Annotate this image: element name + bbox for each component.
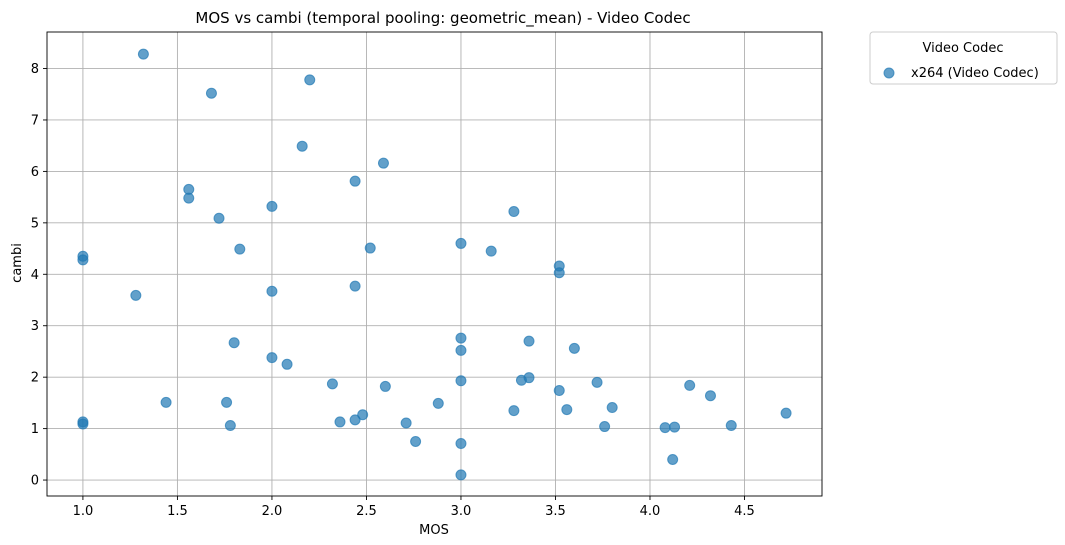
scatter-point bbox=[266, 200, 278, 212]
x-tick-label: 4.0 bbox=[640, 504, 661, 519]
scatter-point bbox=[377, 157, 389, 169]
legend-marker bbox=[883, 67, 895, 79]
scatter-point bbox=[130, 289, 142, 301]
scatter-point bbox=[266, 285, 278, 297]
y-tick-label: 1 bbox=[31, 422, 39, 437]
scatter-point bbox=[349, 175, 361, 187]
y-axis-ticks: 0 1 2 3 4 5 6 7 8 bbox=[31, 62, 47, 489]
scatter-point bbox=[508, 405, 520, 417]
scatter-point bbox=[349, 414, 361, 426]
scatter-point bbox=[221, 396, 233, 408]
scatter-point bbox=[334, 416, 346, 428]
scatter-point bbox=[349, 280, 361, 292]
scatter-point bbox=[400, 417, 412, 429]
scatter-point bbox=[364, 242, 376, 254]
scatter-point bbox=[704, 390, 716, 402]
scatter-point bbox=[568, 342, 580, 354]
scatter-point bbox=[266, 352, 278, 364]
scatter-point bbox=[205, 87, 217, 99]
x-tick-label: 3.5 bbox=[545, 504, 566, 519]
scatter-point bbox=[684, 379, 696, 391]
scatter-point bbox=[357, 409, 369, 421]
scatter-point bbox=[561, 404, 573, 416]
scatter-point bbox=[599, 421, 611, 433]
y-tick-label: 5 bbox=[31, 216, 39, 231]
scatter-point bbox=[296, 140, 308, 152]
scatter-point bbox=[667, 453, 679, 465]
plot-frame bbox=[46, 31, 823, 497]
legend-box bbox=[869, 31, 1058, 85]
y-tick-label: 2 bbox=[31, 371, 39, 386]
y-tick-label: 8 bbox=[31, 62, 39, 77]
y-tick-label: 4 bbox=[31, 268, 39, 283]
scatter-point bbox=[553, 267, 565, 279]
scatter-point bbox=[485, 245, 497, 257]
x-axis-label: MOS bbox=[419, 523, 449, 538]
scatter-points bbox=[77, 48, 792, 481]
scatter-point bbox=[455, 344, 467, 356]
scatter-point bbox=[160, 396, 172, 408]
scatter-point bbox=[455, 375, 467, 387]
y-axis-label: cambi bbox=[10, 243, 25, 283]
scatter-point bbox=[523, 335, 535, 347]
scatter-point bbox=[77, 418, 89, 430]
scatter-point bbox=[432, 397, 444, 409]
x-tick-label: 1.0 bbox=[73, 504, 94, 519]
scatter-point bbox=[780, 407, 792, 419]
scatter-point bbox=[234, 243, 246, 255]
scatter-point bbox=[669, 421, 681, 433]
x-tick-label: 4.5 bbox=[734, 504, 755, 519]
scatter-point bbox=[606, 402, 618, 414]
scatter-point bbox=[224, 420, 236, 432]
chart-title: MOS vs cambi (temporal pooling: geometri… bbox=[195, 9, 690, 28]
x-tick-label: 2.5 bbox=[356, 504, 377, 519]
scatter-point bbox=[455, 237, 467, 249]
scatter-point bbox=[591, 376, 603, 388]
legend-entry-label: x264 (Video Codec) bbox=[911, 66, 1039, 81]
scatter-point bbox=[304, 74, 316, 86]
scatter-point bbox=[228, 337, 240, 349]
x-axis-ticks: 1.0 1.5 2.0 2.5 3.0 3.5 4.0 4.5 bbox=[73, 496, 755, 519]
x-tick-label: 3.0 bbox=[451, 504, 472, 519]
grid-lines bbox=[47, 32, 822, 496]
scatter-point bbox=[213, 212, 225, 224]
legend-title: Video Codec bbox=[923, 41, 1004, 56]
y-tick-label: 3 bbox=[31, 319, 39, 334]
scatter-point bbox=[515, 374, 527, 386]
scatter-point bbox=[455, 469, 467, 481]
scatter-point bbox=[508, 206, 520, 218]
scatter-point bbox=[379, 380, 391, 392]
scatter-point bbox=[455, 438, 467, 450]
scatter-point bbox=[183, 192, 195, 204]
scatter-point bbox=[281, 358, 293, 370]
scatter-point bbox=[326, 378, 338, 390]
y-tick-label: 6 bbox=[31, 165, 39, 180]
y-tick-label: 0 bbox=[31, 474, 39, 489]
scatter-point bbox=[659, 422, 671, 434]
scatter-point bbox=[77, 254, 89, 266]
x-tick-label: 1.5 bbox=[167, 504, 188, 519]
scatter-point bbox=[137, 48, 149, 60]
x-tick-label: 2.0 bbox=[262, 504, 283, 519]
scatter-point bbox=[455, 332, 467, 344]
scatter-point bbox=[553, 385, 565, 397]
legend: Video Codec x264 (Video Codec) bbox=[869, 31, 1058, 85]
scatter-point bbox=[725, 420, 737, 432]
y-tick-label: 7 bbox=[31, 113, 39, 128]
scatter-point bbox=[410, 435, 422, 447]
